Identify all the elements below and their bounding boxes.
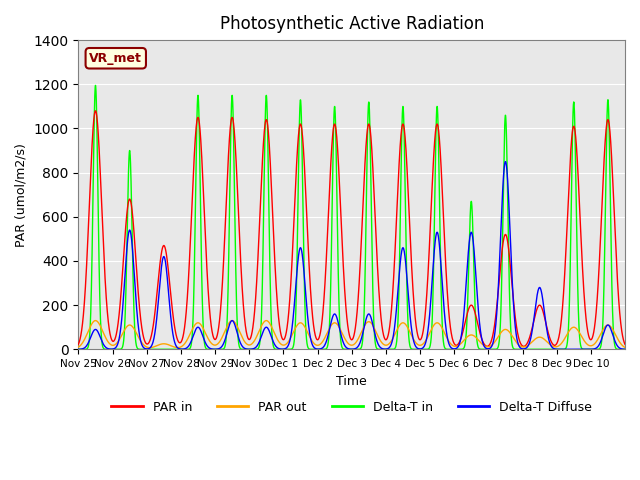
Y-axis label: PAR (umol/m2/s): PAR (umol/m2/s) [15, 143, 28, 247]
Title: Photosynthetic Active Radiation: Photosynthetic Active Radiation [220, 15, 484, 33]
Legend: PAR in, PAR out, Delta-T in, Delta-T Diffuse: PAR in, PAR out, Delta-T in, Delta-T Dif… [106, 396, 597, 419]
X-axis label: Time: Time [337, 374, 367, 387]
Text: VR_met: VR_met [90, 52, 142, 65]
